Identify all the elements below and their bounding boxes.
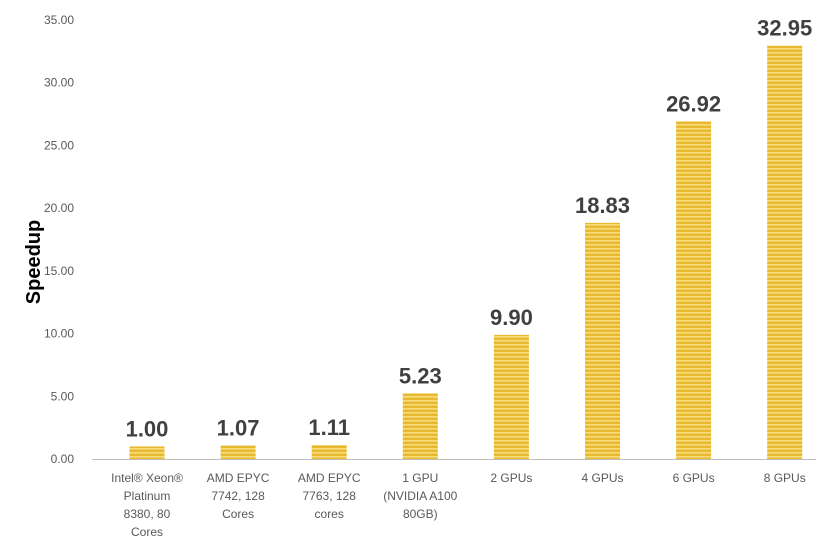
y-tick-label: 15.00 (44, 264, 74, 278)
y-tick-label: 25.00 (44, 138, 74, 152)
bar (585, 222, 620, 459)
data-label: 26.92 (666, 91, 721, 116)
x-tick-label: 2 GPUs (490, 471, 532, 485)
x-axis: Intel® Xeon® Platinum 8380, 80 Cores AMD EPY… (92, 459, 816, 539)
y-tick-label: 5.00 (51, 389, 75, 403)
bar (493, 334, 529, 459)
bar (311, 445, 347, 459)
bars: 1.00 1.07 1.11 5.23 9.90 18.83 26.92 32.95 (126, 16, 812, 459)
x-tick-label: 4 GPUs (581, 471, 623, 485)
x-tick-label: 6 GPUs (673, 471, 715, 485)
data-label: 1.07 (217, 416, 260, 441)
bar (129, 446, 165, 459)
x-tick-label: 1 GPU (NVIDIA A100 80GB) (383, 471, 457, 521)
bar (220, 445, 256, 459)
y-axis: 0.00 5.00 10.00 15.00 20.00 25.00 30.00 35.00 (44, 13, 74, 466)
bar (676, 121, 712, 459)
data-label: 18.83 (575, 193, 630, 218)
x-tick-label: AMD EPYC 7742, 128 Cores (207, 471, 270, 521)
data-label: 32.95 (757, 16, 812, 41)
y-tick-label: 20.00 (44, 201, 74, 215)
y-tick-label: 30.00 (44, 76, 74, 90)
x-tick-label: AMD EPYC 7763, 128 cores (298, 471, 361, 521)
x-tick-label: 8 GPUs (764, 471, 806, 485)
data-label: 9.90 (490, 305, 533, 330)
data-label: 5.23 (399, 363, 442, 388)
data-label: 1.11 (308, 415, 350, 440)
data-label: 1.00 (126, 416, 169, 441)
y-tick-label: 35.00 (44, 13, 74, 27)
y-tick-label: 10.00 (44, 327, 74, 341)
y-tick-label: 0.00 (51, 452, 75, 466)
bar (402, 393, 438, 459)
y-axis-label: Speedup (23, 220, 45, 304)
bar (767, 45, 803, 459)
x-tick-label: Intel® Xeon® Platinum 8380, 80 Cores (111, 471, 183, 539)
